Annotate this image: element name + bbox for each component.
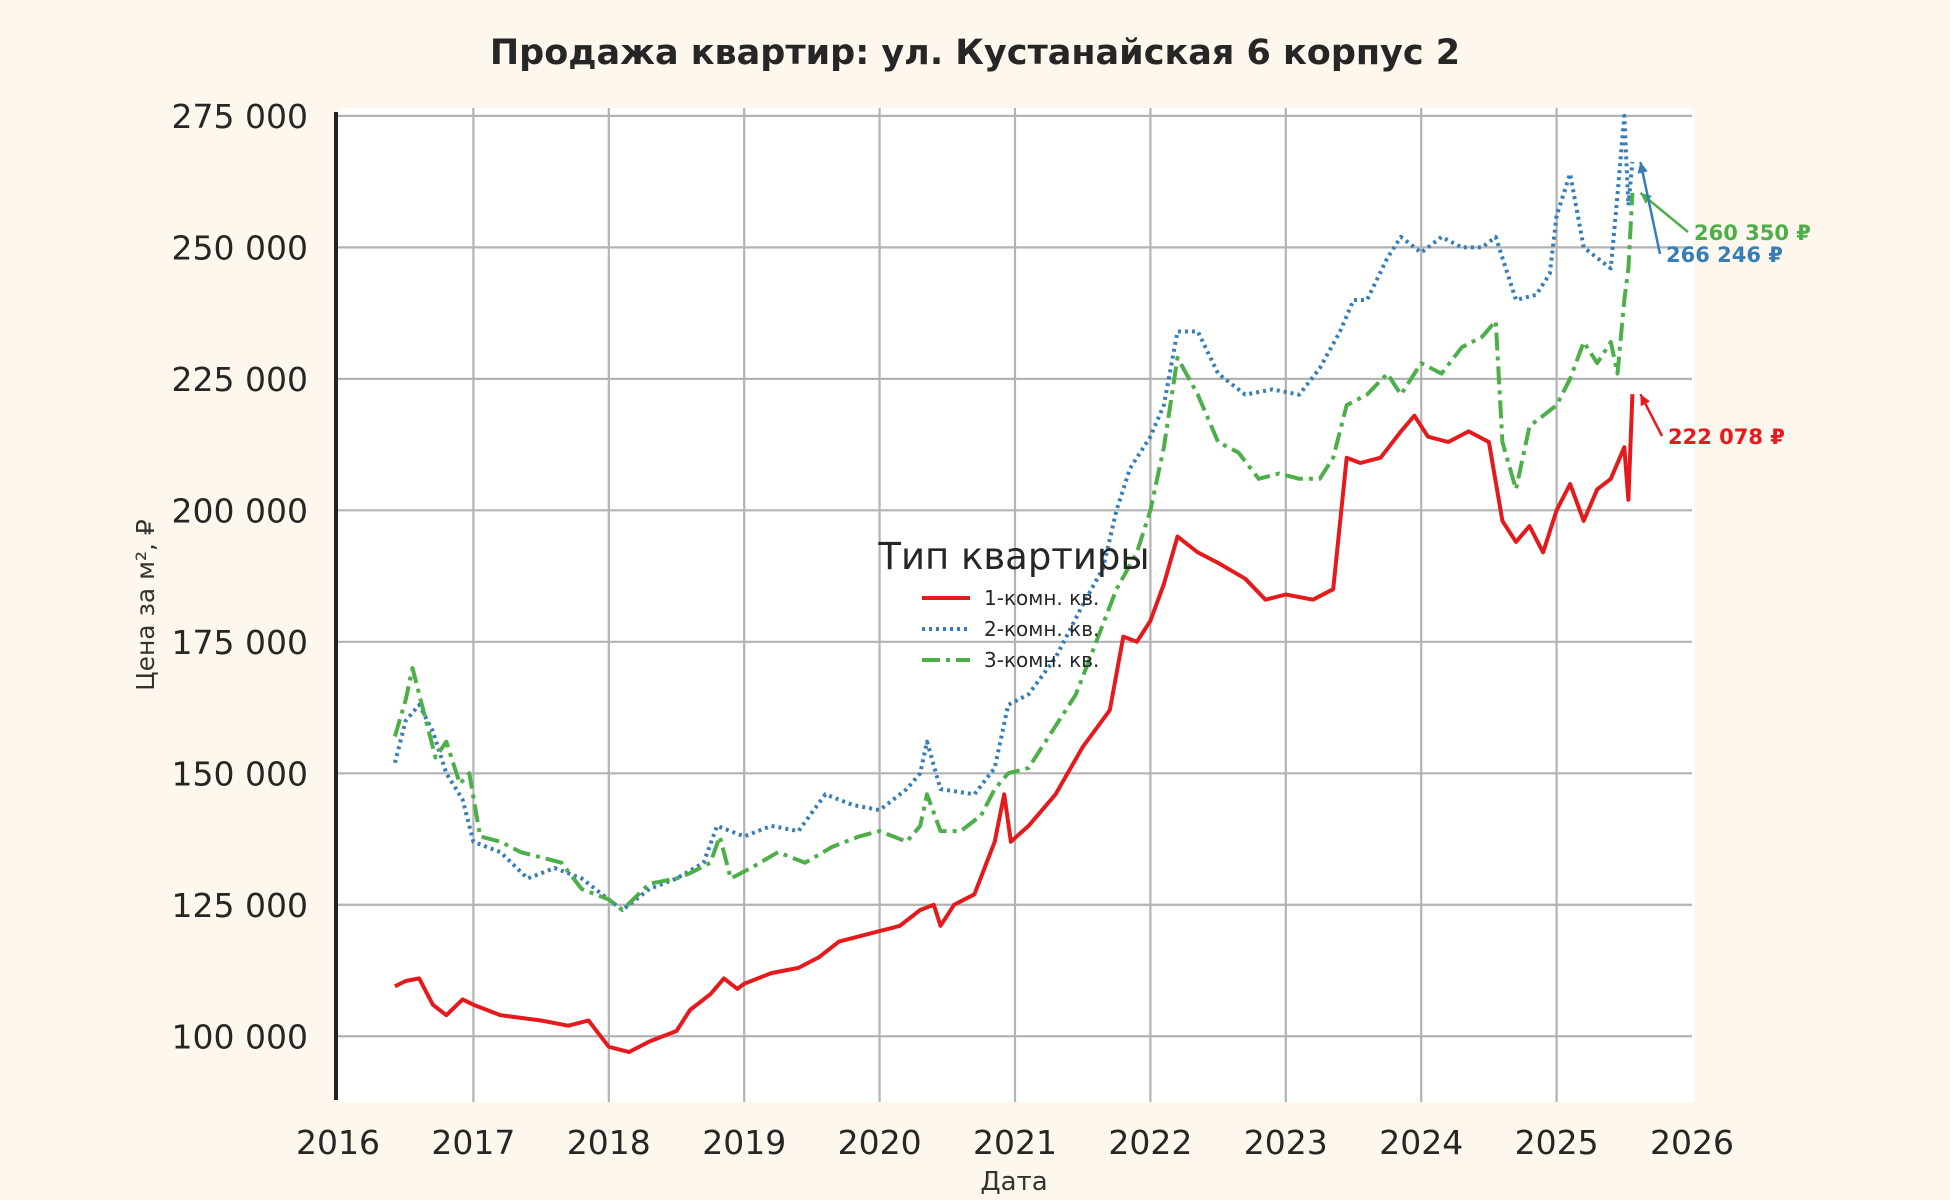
annotation-arrow <box>1639 161 1662 255</box>
series-layer <box>392 113 1635 1054</box>
x-tick-label: 2023 <box>1244 1123 1328 1162</box>
x-tick-label: 2018 <box>567 1123 651 1162</box>
y-axis-label: Цена за м², ₽ <box>131 519 160 691</box>
legend-label: 1-комн. кв. <box>984 586 1099 610</box>
x-axis-label: Дата <box>980 1167 1047 1197</box>
legend-title: Тип квартиры <box>877 535 1149 578</box>
chart-title: Продажа квартир: ул. Кустанайская 6 корп… <box>490 33 1460 73</box>
x-tick-label: 2026 <box>1650 1123 1734 1162</box>
x-tick-labels: 2016 2017 2018 2019 2020 2021 2022 2023 2024 2025… <box>296 1123 1734 1162</box>
y-tick-label: 125 000 <box>172 886 308 925</box>
annotation-label: 260 350 ₽ <box>1694 221 1811 245</box>
x-tick-label: 2024 <box>1379 1123 1463 1162</box>
annotation-arrowhead <box>1640 394 1651 407</box>
x-tick-label: 2022 <box>1108 1123 1192 1162</box>
y-tick-label: 150 000 <box>172 754 308 793</box>
legend-entries: 1-комн. кв. 2-комн. кв. 3-комн. кв. <box>922 586 1099 672</box>
x-tick-label: 2019 <box>702 1123 786 1162</box>
annotation-label: 222 078 ₽ <box>1668 425 1785 449</box>
annotation-arrowhead <box>1637 161 1648 174</box>
y-tick-label: 250 000 <box>172 228 308 267</box>
series-line-1 <box>394 394 1635 1054</box>
legend-label: 2-комн. кв. <box>984 617 1099 641</box>
legend-label: 3-комн. кв. <box>984 648 1099 672</box>
y-tick-label: 275 000 <box>172 97 308 136</box>
end-value-annotations: 260 350 ₽266 246 ₽ 222 078 ₽ <box>1637 161 1811 449</box>
y-tick-label: 225 000 <box>172 360 308 399</box>
y-tick-label: 100 000 <box>172 1017 308 1056</box>
x-tick-label: 2020 <box>838 1123 922 1162</box>
x-tick-label: 2025 <box>1515 1123 1599 1162</box>
x-tick-label: 2016 <box>296 1123 380 1162</box>
series-line-3 <box>392 192 1635 912</box>
x-tick-label: 2017 <box>431 1123 515 1162</box>
annotation-label: 266 246 ₽ <box>1666 243 1783 267</box>
y-tick-label: 200 000 <box>172 491 308 530</box>
annotation-arrowhead <box>1640 192 1653 204</box>
y-tick-labels: 100 000 125 000 150 000 175 000 200 000 225 0… <box>172 97 308 1056</box>
legend: Тип квартиры 1-комн. кв. 2-комн. кв. 3-ком… <box>877 535 1149 672</box>
x-tick-label: 2021 <box>973 1123 1057 1162</box>
y-tick-label: 175 000 <box>172 623 308 662</box>
